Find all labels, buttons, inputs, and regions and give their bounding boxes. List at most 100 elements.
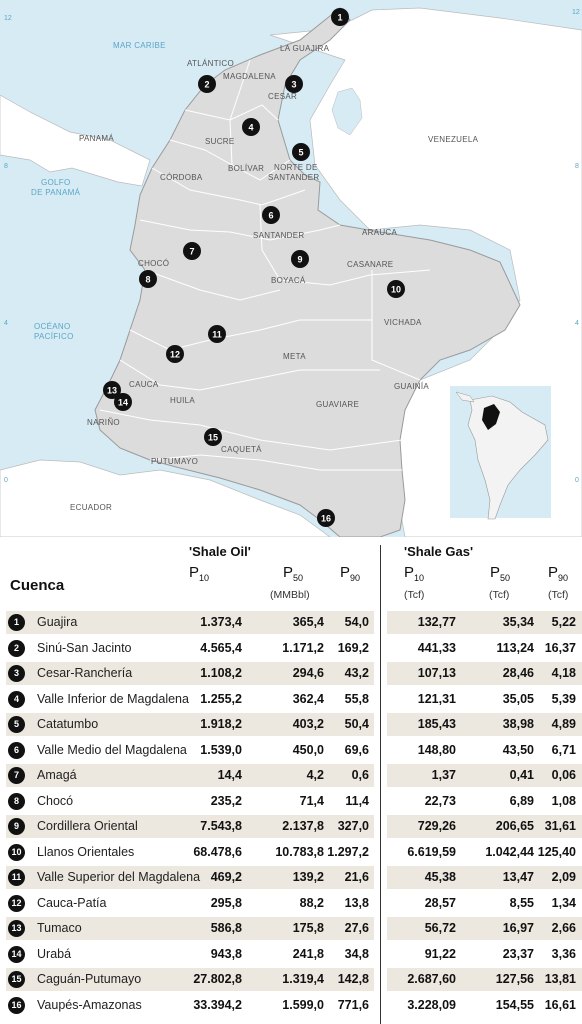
basin-number-badge: 1 (8, 614, 25, 631)
dept-label: CHOCÓ (138, 259, 169, 268)
basin-number-badge: 10 (8, 843, 25, 861)
basin-marker-label: 8 (145, 275, 150, 285)
cell-oil-p90: 0,6 (351, 768, 369, 782)
cell-gas-p50: 0,41 (509, 768, 534, 782)
basin-marker[interactable]: 12 (166, 345, 184, 363)
cell-gas-p50: 28,46 (502, 666, 534, 680)
cell-oil-p50: 403,2 (292, 717, 324, 731)
dept-label: HUILA (170, 396, 195, 405)
basin-marker[interactable]: 10 (387, 280, 405, 298)
basin-marker-label: 14 (118, 398, 128, 408)
table-row: 6 Valle Medio del Magdalena 1.539,0 450,0 69… (6, 739, 582, 762)
sea-label-pacific-2: PACÍFICO (34, 332, 74, 341)
coord-left-12: 12 (4, 15, 12, 22)
table-row: 4 Valle Inferior de Magdalena 1.255,2 362,4… (6, 688, 582, 711)
cell-oil-p50: 175,8 (292, 921, 324, 935)
basin-marker[interactable]: 5 (292, 143, 310, 161)
basin-marker[interactable]: 7 (183, 242, 201, 260)
cell-oil-p90: 327,0 (337, 819, 369, 833)
gas-p90-unit: (Tcf) (548, 589, 569, 601)
oil-p10-header: P10 (189, 564, 210, 583)
row-band-oil (6, 662, 374, 685)
panama-land (0, 94, 151, 187)
table-row: 12 Cauca-Patía 295,8 88,2 13,8 28,57 8,55 1,34 (6, 892, 582, 915)
cell-gas-p50: 16,97 (502, 921, 534, 935)
basin-marker[interactable]: 15 (204, 428, 222, 446)
cell-oil-p50: 294,6 (292, 666, 324, 680)
cell-oil-p90: 11,4 (345, 793, 369, 808)
cell-oil-p10: 7.543,8 (200, 819, 242, 833)
basin-marker[interactable]: 16 (317, 509, 335, 527)
table-row: 15 Caguán-Putumayo 27.802,8 1.319,4 142,8 2.6… (6, 968, 582, 991)
column-divider (380, 545, 381, 1024)
basin-marker[interactable]: 11 (208, 325, 226, 343)
cell-gas-p50: 38,98 (502, 717, 534, 731)
cell-gas-p50: 6,89 (509, 793, 534, 808)
basin-number-badge: 13 (8, 920, 25, 937)
cell-gas-p50: 35,05 (502, 691, 534, 706)
inset-colombia-highlight (482, 404, 500, 430)
lake-maracaibo (331, 87, 363, 136)
basin-number-badge: 6 (8, 741, 25, 759)
dept-label: CAQUETÁ (221, 445, 262, 454)
table-row: 2 Sinú-San Jacinto 4.565,4 1.171,2 169,2 441,… (6, 637, 582, 660)
dept-label: SANTANDER (253, 231, 304, 240)
oil-p50-header: P50 (283, 564, 304, 583)
cell-gas-p50: 23,37 (502, 946, 534, 961)
basin-marker-label: 6 (268, 211, 273, 221)
cell-gas-p50: 113,24 (496, 640, 534, 655)
basin-number-badge: 3 (8, 665, 25, 682)
basin-marker[interactable]: 6 (262, 206, 280, 224)
basin-marker[interactable]: 14 (114, 393, 132, 411)
dept-label: LA GUAJIRA (280, 44, 330, 53)
basin-marker-label: 9 (297, 255, 302, 265)
cell-gas-p90: 4,89 (551, 717, 576, 731)
basin-marker[interactable]: 2 (198, 75, 216, 93)
cell-gas-p90: 1,08 (551, 793, 576, 808)
basin-marker[interactable]: 3 (285, 75, 303, 93)
dept-label: VICHADA (384, 318, 422, 327)
dept-label: SUCRE (205, 137, 235, 146)
cell-oil-p90: 169,2 (337, 640, 369, 655)
basin-name: Cesar-Ranchería (37, 666, 133, 680)
basin-name: Catatumbo (37, 717, 99, 731)
cell-oil-p10: 586,8 (210, 921, 242, 935)
row-band-oil (6, 866, 374, 889)
dept-label: ATLÁNTICO (187, 59, 234, 68)
basin-name: Cauca-Patía (37, 895, 107, 910)
dept-label: CASANARE (347, 260, 393, 269)
basin-marker[interactable]: 13 (103, 381, 121, 399)
basin-marker[interactable]: 9 (291, 250, 309, 268)
basin-marker[interactable]: 1 (331, 8, 349, 26)
basin-marker-label: 10 (391, 285, 401, 295)
basin-marker-label: 15 (208, 433, 218, 443)
table-row: 5 Catatumbo 1.918,2 403,2 50,4 185,43 38,98 4,8… (6, 713, 582, 736)
cell-oil-p50: 71,4 (299, 793, 324, 808)
basin-marker[interactable]: 4 (242, 118, 260, 136)
cell-gas-p10: 132,77 (417, 615, 456, 629)
sea-label-caribbean: MAR CARIBE (113, 41, 166, 50)
basin-marker-label: 16 (321, 514, 331, 524)
cell-oil-p50: 88,2 (299, 895, 324, 910)
basin-number-badge: 8 (8, 792, 25, 810)
oil-group-title: 'Shale Oil' (189, 544, 251, 559)
cell-gas-p10: 148,80 (417, 742, 456, 757)
department-borders (99, 59, 431, 471)
cell-oil-p10: 235,2 (210, 793, 242, 808)
dept-label: NARIÑO (87, 418, 120, 427)
gas-group-title: 'Shale Gas' (404, 544, 474, 559)
row-band-gas (387, 764, 582, 787)
basin-marker[interactable]: 8 (139, 270, 157, 288)
table-row: 8 Chocó 235,2 71,4 11,4 22,73 6,89 1,08 (6, 790, 582, 813)
row-band-gas (387, 968, 582, 991)
basin-name: Cordillera Oriental (37, 819, 138, 833)
coord-left-8: 8 (4, 163, 8, 170)
dept-label: NORTE DE (274, 163, 318, 172)
basin-name: Valle Superior del Magdalena (37, 870, 201, 884)
basin-marker-label: 7 (189, 247, 194, 257)
gas-p50-header: P50 (490, 564, 511, 583)
country-label-panama: PANAMÁ (79, 134, 114, 143)
cell-gas-p90: 6,71 (551, 742, 576, 757)
basin-markers: 1 2 3 4 5 6 7 8 9 10 11 12 13 14 15 16 (103, 8, 405, 527)
cell-gas-p90: 16,37 (544, 640, 576, 655)
